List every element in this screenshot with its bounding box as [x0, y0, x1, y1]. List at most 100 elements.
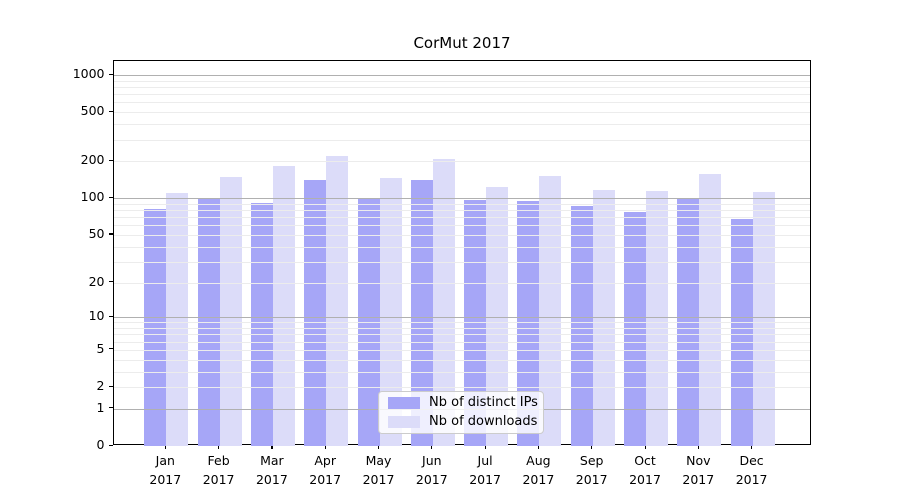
- bar-nb-of-downloads-jul-2017: [486, 187, 509, 446]
- bar-nb-of-downloads-oct-2017: [646, 191, 668, 446]
- minor-gridline-700: [114, 94, 810, 96]
- x-tick-month: Feb: [207, 453, 230, 468]
- x-axis-tick-mar-2017: [271, 445, 273, 449]
- bar-nb-of-downloads-mar-2017: [272, 165, 295, 446]
- y-axis-tick-2: [108, 385, 113, 387]
- y-axis-tick-100: [108, 196, 113, 198]
- x-axis-tick-aug-2017: [537, 445, 540, 449]
- bar-nb-of-distinct-ips-may-2017: [357, 198, 380, 446]
- minor-gridline-6: [114, 341, 810, 343]
- major-gridline-10: [114, 317, 810, 319]
- bar-nb-of-distinct-ips-dec-2017: [730, 218, 753, 446]
- legend-swatch-downloads-icon: [388, 416, 420, 428]
- bar-nb-of-downloads-may-2017: [379, 178, 402, 446]
- x-tick-year: 2017: [149, 472, 182, 487]
- minor-gridline-500: [114, 112, 810, 114]
- bar-nb-of-distinct-ips-jan-2017: [144, 209, 167, 446]
- bar-nb-of-downloads-jun-2017: [432, 159, 455, 446]
- x-tick-label-jan-2017: Jan 2017: [135, 451, 195, 489]
- major-gridline-1000: [114, 75, 810, 77]
- bar-nb-of-distinct-ips-jun-2017: [410, 179, 433, 446]
- y-tick-label-10: 10: [88, 308, 105, 324]
- minor-gridline-70: [114, 217, 810, 219]
- x-axis-tick-may-2017: [378, 445, 380, 449]
- minor-gridline-5: [114, 349, 810, 351]
- bar-nb-of-downloads-jan-2017: [166, 193, 189, 446]
- bar-nb-of-downloads-dec-2017: [752, 192, 775, 446]
- x-tick-year: 2017: [522, 472, 555, 487]
- legend-item-distinct-ips: Nb of distinct IPs: [388, 396, 543, 410]
- x-tick-label-nov-2017: Nov 2017: [668, 451, 728, 489]
- x-axis-tick-jan-2017: [164, 445, 166, 449]
- x-tick-label-apr-2017: Apr 2017: [295, 451, 355, 489]
- x-tick-year: 2017: [735, 472, 768, 487]
- x-tick-year: 2017: [575, 472, 608, 487]
- x-tick-year: 2017: [415, 472, 448, 487]
- minor-gridline-900: [114, 80, 810, 82]
- x-tick-month: Nov: [686, 453, 711, 468]
- x-axis-tick-dec-2017: [751, 445, 753, 449]
- x-axis-tick-jul-2017: [484, 445, 486, 449]
- minor-gridline-2: [114, 387, 810, 389]
- x-tick-year: 2017: [629, 472, 661, 487]
- minor-gridline-60: [114, 225, 810, 227]
- y-axis-tick-20: [108, 281, 113, 283]
- minor-gridline-50: [114, 234, 810, 236]
- x-tick-label-feb-2017: Feb 2017: [189, 451, 249, 489]
- y-tick-label-100: 100: [80, 189, 105, 205]
- minor-gridline-4: [114, 359, 810, 361]
- y-tick-label-500: 500: [80, 103, 105, 119]
- x-tick-year: 2017: [469, 472, 501, 487]
- minor-gridline-40: [114, 246, 810, 248]
- x-axis-tick-apr-2017: [324, 445, 326, 449]
- y-tick-label-0: 0: [96, 437, 105, 452]
- bar-nb-of-distinct-ips-apr-2017: [304, 179, 327, 446]
- minor-gridline-80: [114, 210, 810, 212]
- bar-nb-of-distinct-ips-feb-2017: [197, 198, 220, 446]
- x-tick-label-may-2017: May 2017: [349, 451, 409, 489]
- minor-gridline-200: [114, 161, 810, 163]
- bar-nb-of-distinct-ips-sep-2017: [570, 206, 593, 446]
- y-tick-label-1000: 1000: [72, 66, 105, 82]
- x-tick-year: 2017: [202, 472, 235, 487]
- legend-label-distinct-ips: Nb of distinct IPs: [429, 395, 538, 410]
- x-axis-tick-nov-2017: [697, 445, 699, 449]
- x-axis-tick-jun-2017: [431, 445, 433, 449]
- legend-swatch-distinct-ips-icon: [388, 397, 420, 409]
- y-tick-label-5: 5: [96, 340, 105, 356]
- x-tick-label-oct-2017: Oct 2017: [615, 451, 675, 489]
- bar-nb-of-distinct-ips-nov-2017: [677, 198, 700, 446]
- chart-title: CorMut 2017: [413, 34, 511, 52]
- x-tick-label-jul-2017: Jul 2017: [455, 451, 515, 489]
- y-axis-tick-5: [108, 348, 113, 350]
- x-axis-tick-sep-2017: [591, 445, 593, 449]
- y-axis-tick-1000: [108, 73, 113, 75]
- bar-nb-of-downloads-nov-2017: [699, 173, 722, 446]
- y-tick-label-20: 20: [88, 273, 105, 289]
- x-tick-label-sep-2017: Sep 2017: [562, 451, 622, 489]
- bar-nb-of-downloads-apr-2017: [326, 156, 349, 446]
- x-tick-month: Apr: [314, 453, 336, 468]
- x-axis-tick-oct-2017: [644, 445, 646, 449]
- y-tick-label-200: 200: [80, 152, 105, 168]
- minor-gridline-800: [114, 87, 810, 89]
- x-tick-month: Jan: [155, 453, 175, 468]
- x-tick-month: Dec: [739, 453, 764, 468]
- x-tick-month: Jun: [422, 453, 442, 468]
- x-tick-year: 2017: [682, 472, 715, 487]
- x-tick-month: May: [365, 453, 392, 468]
- x-tick-year: 2017: [362, 472, 395, 487]
- minor-gridline-300: [114, 139, 810, 141]
- x-axis-tick-feb-2017: [218, 445, 220, 449]
- major-gridline-100: [114, 198, 810, 200]
- bar-nb-of-downloads-aug-2017: [539, 175, 562, 446]
- bar-nb-of-distinct-ips-mar-2017: [250, 203, 273, 446]
- x-tick-year: 2017: [255, 472, 288, 487]
- x-tick-year: 2017: [309, 472, 342, 487]
- minor-gridline-30: [114, 261, 810, 263]
- legend-item-downloads: Nb of downloads: [388, 415, 543, 429]
- y-tick-label-50: 50: [88, 225, 105, 241]
- y-axis-tick-1: [108, 407, 113, 409]
- legend-label-downloads: Nb of downloads: [429, 414, 538, 429]
